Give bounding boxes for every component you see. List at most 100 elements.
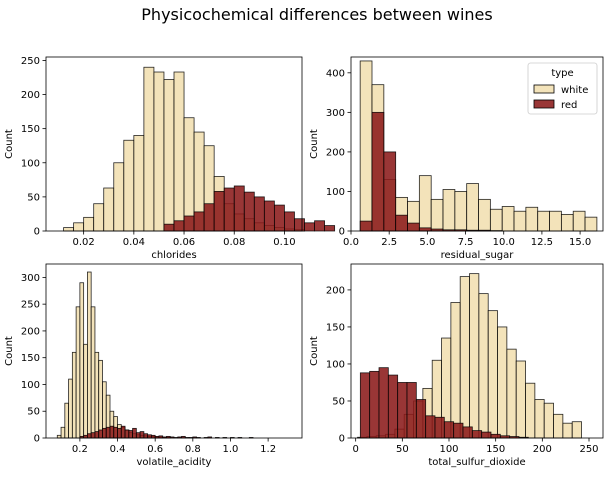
bar-red — [395, 214, 408, 232]
x-tick-label: 5.0 — [419, 237, 435, 248]
bar-red — [151, 434, 156, 439]
bar-white — [64, 402, 69, 439]
bar-red — [173, 220, 185, 232]
bar-red — [383, 151, 397, 232]
legend-title: type — [551, 68, 573, 79]
y-tick-label: 200 — [326, 147, 345, 158]
x-tick-label: 0.10 — [273, 237, 295, 248]
bar-white — [506, 348, 517, 439]
x-tick-label: 7.5 — [458, 237, 474, 248]
bar-red — [120, 425, 126, 439]
y-tick-label: 200 — [21, 326, 40, 337]
bar-red — [105, 426, 111, 439]
y-tick-label: 100 — [21, 380, 40, 391]
bar-white — [497, 326, 508, 439]
x-tick-label: 0.08 — [223, 237, 245, 248]
bar-red — [387, 374, 399, 439]
bar-red — [102, 427, 107, 439]
bar-white — [459, 276, 470, 439]
bar-white — [98, 359, 103, 439]
bar-white — [454, 191, 468, 232]
y-axis: 0 100 200 300 400 — [326, 68, 351, 238]
x-tick-label: 0.4 — [110, 444, 126, 455]
y-tick-label: 150 — [21, 353, 40, 364]
y-tick-label: 100 — [326, 187, 345, 198]
y-tick-label: 300 — [326, 108, 345, 119]
x-tick-label: 100 — [439, 444, 458, 455]
bar-red — [213, 191, 225, 232]
bar-white — [93, 203, 105, 232]
bar-red — [90, 432, 96, 439]
x-tick-label: 0.06 — [173, 237, 195, 248]
bar-white — [487, 310, 498, 439]
bar-white — [543, 402, 554, 439]
bar-red — [284, 211, 295, 232]
y-axis: 0 50 100 150 200 250 300 — [21, 273, 46, 445]
bar-red — [378, 367, 389, 439]
bar-red — [113, 426, 118, 439]
bar-white — [478, 198, 491, 232]
bar-white — [442, 189, 456, 232]
bar-white — [173, 71, 185, 232]
bar-red — [87, 433, 92, 439]
bar-red — [98, 429, 103, 439]
bar-red — [314, 220, 325, 232]
y-axis-label: Count — [4, 129, 15, 159]
bar-red — [324, 225, 336, 232]
x-tick-label: 0.2 — [72, 444, 88, 455]
x-tick-label: 1.0 — [223, 444, 239, 455]
x-tick-label: 12.5 — [531, 237, 553, 248]
x-tick-label: 15.0 — [569, 237, 591, 248]
bar-white — [73, 222, 85, 232]
y-tick-label: 50 — [27, 407, 40, 418]
bar-white — [63, 227, 75, 232]
y-tick-label: 250 — [21, 300, 40, 311]
bar-white — [513, 210, 527, 232]
y-axis-label: Count — [309, 336, 320, 366]
bar-white — [469, 273, 480, 439]
bar-white — [430, 198, 444, 232]
bar-white — [56, 434, 62, 439]
bar-red — [397, 382, 408, 439]
x-tick-label: 50 — [396, 444, 409, 455]
bar-red — [135, 432, 141, 439]
x-tick-label: 150 — [486, 444, 505, 455]
bar-red — [434, 416, 445, 439]
bar-white — [450, 302, 461, 439]
bar-white — [163, 79, 175, 232]
bar-white — [525, 206, 539, 232]
bar-white — [489, 208, 503, 232]
y-tick-label: 50 — [27, 192, 40, 203]
x-tick-label: 1.2 — [260, 444, 276, 455]
bar-red — [407, 222, 420, 232]
axes-frame — [350, 263, 604, 439]
bar-red — [273, 204, 285, 232]
x-axis-label: total_sulfur_dioxide — [428, 457, 525, 468]
y-tick-label: 100 — [21, 158, 40, 169]
series-white — [56, 271, 171, 439]
bar-red — [109, 425, 115, 439]
subplot-2: 0.0 2.5 5.0 7.5 10.0 12.5 15.0 0 100 200 300 400 res… — [309, 56, 604, 261]
bar-red — [147, 434, 152, 439]
bar-red — [139, 431, 145, 439]
x-axis: 0 50 100 150 200 250 — [352, 438, 599, 455]
bar-white — [133, 135, 145, 232]
bar-white — [153, 71, 165, 232]
bar-red — [406, 382, 417, 439]
subplot-grid: 0.02 0.04 0.06 0.08 0.10 0 50 100 150 200 250 chlor… — [4, 56, 604, 468]
y-axis-label: Count — [309, 129, 320, 159]
bar-white — [534, 399, 545, 439]
y-axis: 0 50 100 150 200 250 — [21, 56, 46, 238]
bar-white — [103, 187, 115, 232]
bar-red — [94, 431, 100, 439]
y-tick-label: 300 — [21, 273, 40, 284]
y-tick-label: 0 — [339, 227, 345, 238]
y-tick-label: 100 — [326, 359, 345, 370]
bar-white — [515, 360, 526, 439]
bar-white — [549, 210, 562, 232]
x-tick-label: 0.02 — [73, 237, 95, 248]
bar-white — [71, 351, 77, 439]
bar-white — [143, 66, 155, 232]
bar-red — [117, 427, 122, 439]
x-axis-label: chlorides — [151, 250, 196, 261]
